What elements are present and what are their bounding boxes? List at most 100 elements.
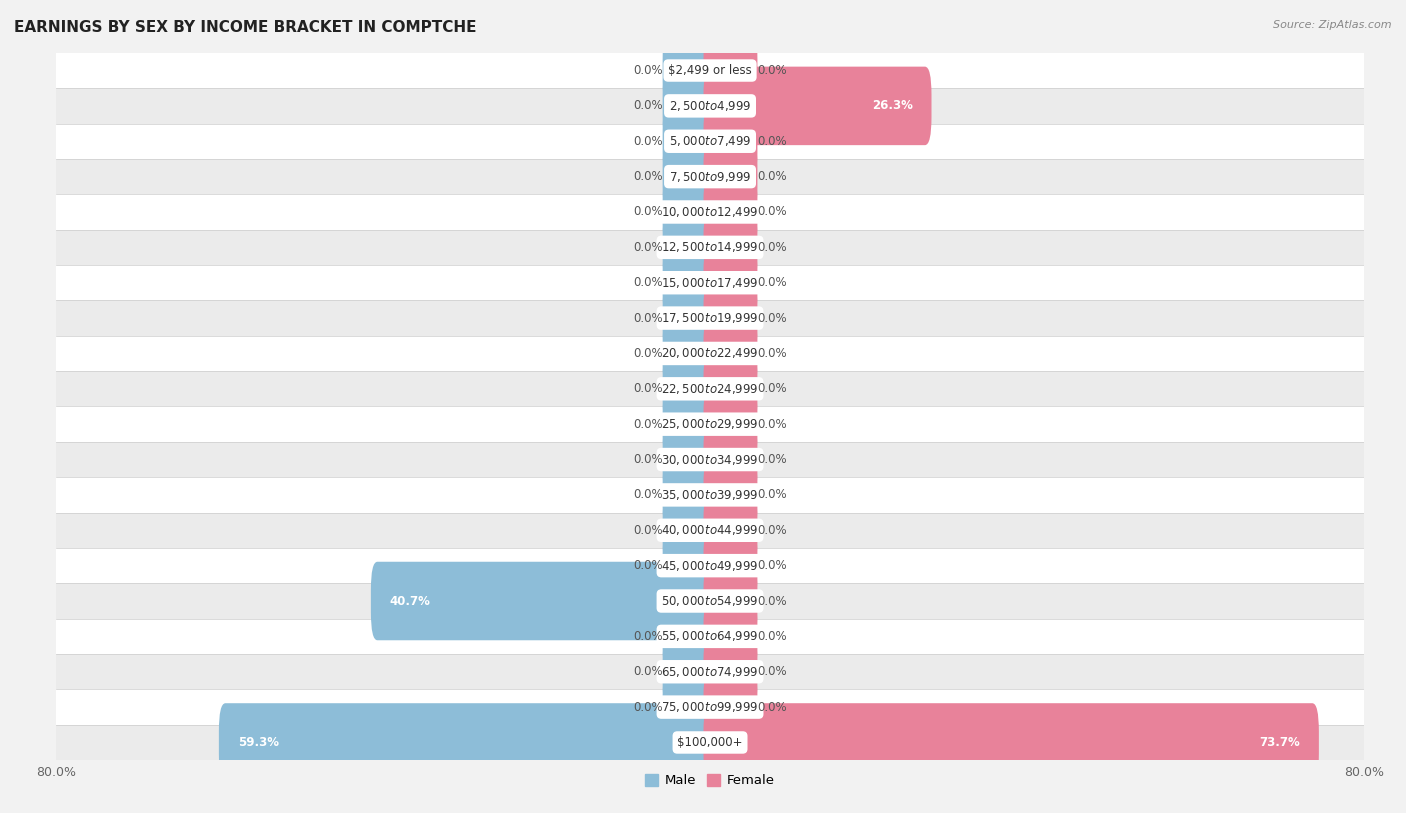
Text: 0.0%: 0.0% (758, 382, 787, 395)
Bar (56, 548, 1364, 584)
FancyBboxPatch shape (662, 633, 717, 711)
FancyBboxPatch shape (662, 67, 717, 146)
Text: $40,000 to $44,999: $40,000 to $44,999 (661, 524, 759, 537)
FancyBboxPatch shape (703, 243, 758, 322)
Text: Source: ZipAtlas.com: Source: ZipAtlas.com (1274, 20, 1392, 30)
FancyBboxPatch shape (662, 314, 717, 393)
FancyBboxPatch shape (703, 31, 758, 110)
Bar (56, 654, 1364, 689)
Text: $2,500 to $4,999: $2,500 to $4,999 (669, 99, 751, 113)
Text: 0.0%: 0.0% (633, 418, 662, 431)
Text: $25,000 to $29,999: $25,000 to $29,999 (661, 417, 759, 431)
Text: 0.0%: 0.0% (633, 630, 662, 643)
Bar (56, 584, 1364, 619)
Text: $22,500 to $24,999: $22,500 to $24,999 (661, 382, 759, 396)
FancyBboxPatch shape (703, 420, 758, 499)
Text: $20,000 to $22,499: $20,000 to $22,499 (661, 346, 759, 360)
Text: $50,000 to $54,999: $50,000 to $54,999 (661, 594, 759, 608)
FancyBboxPatch shape (219, 703, 717, 782)
FancyBboxPatch shape (703, 102, 758, 180)
Text: $100,000+: $100,000+ (678, 736, 742, 749)
Text: $5,000 to $7,499: $5,000 to $7,499 (669, 134, 751, 148)
Text: 0.0%: 0.0% (633, 206, 662, 219)
Bar (56, 124, 1364, 159)
Text: $2,499 or less: $2,499 or less (668, 64, 752, 77)
FancyBboxPatch shape (662, 526, 717, 605)
Legend: Male, Female: Male, Female (640, 768, 780, 793)
Text: 0.0%: 0.0% (758, 170, 787, 183)
Bar (56, 159, 1364, 194)
Text: 73.7%: 73.7% (1260, 736, 1301, 749)
Text: 0.0%: 0.0% (633, 135, 662, 148)
Bar (56, 513, 1364, 548)
Text: EARNINGS BY SEX BY INCOME BRACKET IN COMPTCHE: EARNINGS BY SEX BY INCOME BRACKET IN COM… (14, 20, 477, 35)
Text: 0.0%: 0.0% (633, 665, 662, 678)
FancyBboxPatch shape (703, 597, 758, 676)
Text: 0.0%: 0.0% (633, 524, 662, 537)
FancyBboxPatch shape (703, 314, 758, 393)
Text: 0.0%: 0.0% (758, 64, 787, 77)
Text: 0.0%: 0.0% (633, 170, 662, 183)
FancyBboxPatch shape (662, 350, 717, 428)
Text: 0.0%: 0.0% (758, 418, 787, 431)
FancyBboxPatch shape (703, 172, 758, 251)
Text: $45,000 to $49,999: $45,000 to $49,999 (661, 559, 759, 572)
Text: 0.0%: 0.0% (758, 524, 787, 537)
FancyBboxPatch shape (703, 385, 758, 463)
Bar (56, 265, 1364, 300)
FancyBboxPatch shape (662, 385, 717, 463)
Bar (56, 442, 1364, 477)
Text: $15,000 to $17,499: $15,000 to $17,499 (661, 276, 759, 289)
FancyBboxPatch shape (662, 667, 717, 746)
Text: 0.0%: 0.0% (758, 311, 787, 324)
Text: 0.0%: 0.0% (758, 559, 787, 572)
Text: 0.0%: 0.0% (758, 276, 787, 289)
FancyBboxPatch shape (662, 137, 717, 216)
Text: 0.0%: 0.0% (633, 64, 662, 77)
Bar (56, 725, 1364, 760)
Text: 0.0%: 0.0% (758, 135, 787, 148)
Text: 0.0%: 0.0% (758, 665, 787, 678)
FancyBboxPatch shape (371, 562, 717, 641)
FancyBboxPatch shape (703, 67, 932, 146)
Bar (56, 336, 1364, 371)
Text: 0.0%: 0.0% (758, 347, 787, 360)
Text: 40.7%: 40.7% (389, 594, 430, 607)
Text: 0.0%: 0.0% (633, 99, 662, 112)
FancyBboxPatch shape (703, 526, 758, 605)
Bar (56, 229, 1364, 265)
Text: 0.0%: 0.0% (758, 206, 787, 219)
FancyBboxPatch shape (662, 279, 717, 358)
FancyBboxPatch shape (662, 420, 717, 499)
Bar (56, 371, 1364, 406)
Text: $35,000 to $39,999: $35,000 to $39,999 (661, 488, 759, 502)
Text: $65,000 to $74,999: $65,000 to $74,999 (661, 665, 759, 679)
FancyBboxPatch shape (703, 633, 758, 711)
Text: $75,000 to $99,999: $75,000 to $99,999 (661, 700, 759, 714)
Bar (56, 300, 1364, 336)
FancyBboxPatch shape (662, 597, 717, 676)
Text: 26.3%: 26.3% (872, 99, 912, 112)
FancyBboxPatch shape (703, 279, 758, 358)
Text: $10,000 to $12,499: $10,000 to $12,499 (661, 205, 759, 219)
Text: 0.0%: 0.0% (758, 701, 787, 714)
FancyBboxPatch shape (662, 208, 717, 287)
Text: 0.0%: 0.0% (633, 347, 662, 360)
Bar (56, 53, 1364, 88)
FancyBboxPatch shape (703, 667, 758, 746)
Text: 0.0%: 0.0% (633, 241, 662, 254)
FancyBboxPatch shape (703, 350, 758, 428)
Bar (56, 619, 1364, 654)
Text: 0.0%: 0.0% (633, 559, 662, 572)
FancyBboxPatch shape (662, 243, 717, 322)
Text: $55,000 to $64,999: $55,000 to $64,999 (661, 629, 759, 643)
Text: 0.0%: 0.0% (633, 489, 662, 502)
Text: $12,500 to $14,999: $12,500 to $14,999 (661, 241, 759, 254)
Bar (56, 689, 1364, 725)
Text: $17,500 to $19,999: $17,500 to $19,999 (661, 311, 759, 325)
Text: $7,500 to $9,999: $7,500 to $9,999 (669, 170, 751, 184)
Text: 0.0%: 0.0% (758, 594, 787, 607)
FancyBboxPatch shape (703, 137, 758, 216)
Bar (56, 88, 1364, 124)
Text: 0.0%: 0.0% (633, 453, 662, 466)
